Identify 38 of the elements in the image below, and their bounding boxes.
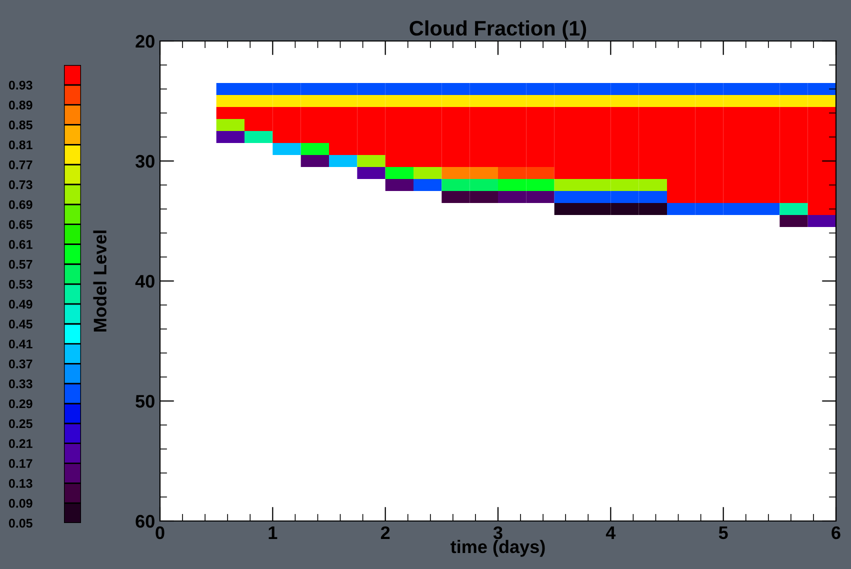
- color-bar-label: 0.65: [8, 220, 32, 229]
- y-tick-label: 20: [136, 34, 154, 48]
- color-bar-label: 0.37: [8, 359, 32, 368]
- color-bar-label: 0.89: [8, 100, 32, 110]
- color-bar-label: 0.53: [8, 280, 32, 289]
- y-axis-title: Model Level: [93, 230, 106, 332]
- color-bar-label: 0.25: [8, 419, 32, 428]
- y-tick-label: 30: [135, 154, 154, 168]
- y-tick-label: 60: [136, 514, 154, 528]
- x-tick-label: 2: [380, 526, 390, 539]
- color-bar-label: 0.09: [8, 498, 32, 508]
- color-bar-label: 0.93: [8, 80, 32, 90]
- y-tick-label: 40: [135, 274, 154, 288]
- color-bar-label: 0.17: [8, 459, 32, 468]
- x-tick-label: 5: [718, 526, 728, 540]
- chart-title: Cloud Fraction (1): [410, 20, 586, 40]
- x-tick-label: 1: [268, 526, 278, 539]
- color-bar-label: 0.45: [8, 320, 32, 329]
- color-bar-label: 0.05: [8, 518, 32, 528]
- x-tick-label: 6: [832, 526, 840, 540]
- color-bar-label: 0.69: [8, 200, 32, 210]
- color-bar-label: 0.77: [8, 160, 32, 170]
- x-axis-title: time (days): [450, 540, 545, 557]
- x-tick-label: 3: [493, 526, 502, 540]
- color-bar-label: 0.85: [8, 120, 32, 130]
- color-bar-label: 0.61: [8, 240, 32, 249]
- color-bar-label: 0.21: [8, 439, 32, 448]
- color-bar-label: 0.49: [8, 300, 32, 309]
- color-bar-label: 0.73: [8, 180, 32, 190]
- color-bar-label: 0.41: [8, 340, 32, 348]
- x-tick-label: 0: [156, 526, 164, 540]
- x-tick-label: 4: [606, 526, 616, 539]
- color-bar-label: 0.33: [8, 379, 32, 388]
- color-bar-label: 0.57: [8, 260, 32, 269]
- color-bar-label: 0.81: [8, 140, 32, 150]
- y-tick-label: 50: [136, 394, 154, 408]
- color-bar-label: 0.29: [8, 399, 32, 408]
- color-bar-label: 0.13: [8, 478, 32, 488]
